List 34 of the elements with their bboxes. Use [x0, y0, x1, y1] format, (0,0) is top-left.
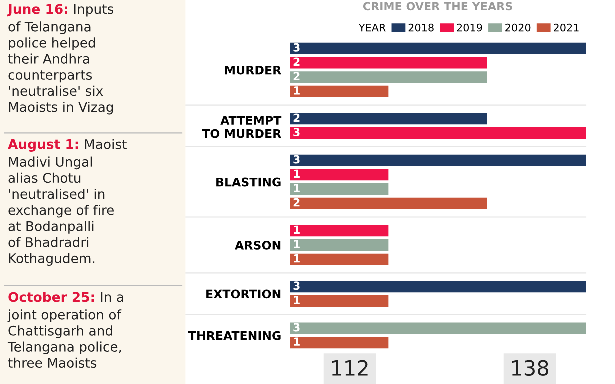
data-label: 2 — [294, 72, 300, 80]
legend-label: 2018 — [408, 24, 434, 32]
data-label: 3 — [294, 155, 300, 164]
chart-title: CRIME OVER THE YEARS — [363, 2, 512, 11]
y-tick-label: ARSON — [235, 240, 281, 250]
data-label: 1 — [294, 170, 300, 178]
data-label: 1 — [294, 184, 300, 192]
data-label: 1 — [294, 254, 300, 263]
data-label: 1 — [294, 338, 300, 346]
data-label: 1 — [294, 296, 300, 304]
data-label: 1 — [294, 86, 300, 95]
y-tick-label: BLASTING — [216, 178, 281, 187]
data-label: 3 — [294, 43, 300, 52]
text: October 25: In a joint operation of Chattisgarh and Telangana police, three Maoists — [8, 292, 124, 368]
y-tick-label: MURDER — [225, 66, 282, 75]
data-label: 3 — [294, 128, 300, 137]
data-label: 3 — [294, 323, 300, 332]
data-label: 1 — [294, 226, 300, 234]
data-label: 2 — [294, 114, 300, 122]
data-label: 3 — [294, 282, 300, 290]
legend-title: YEAR — [358, 24, 386, 32]
data-label: 2 — [294, 58, 300, 66]
text: June 16: Inputs of Telangana police helped their Andhra counterparts 'neutralise' six Maoists in Vizag — [7, 4, 114, 115]
data-label: 2 — [294, 198, 300, 207]
text: August 1: Maoist Madivi Ungal alias Chotu 'neutralised' in exchange of fire at Bodanpalli of Bhadradri Kothagudem. — [8, 139, 127, 266]
legend-label: 2019 — [457, 24, 482, 32]
y-tick-label: THREATENING — [188, 331, 281, 340]
legend-label: 2020 — [506, 24, 531, 32]
legend-label: 2021 — [554, 24, 579, 32]
y-tick-label: ATTEMPT TO MURDER — [202, 116, 282, 138]
annotation: 138 — [512, 360, 548, 376]
y-tick-label: EXTORTION — [206, 290, 281, 299]
data-label: 1 — [294, 240, 300, 248]
annotation: 112 — [332, 360, 368, 376]
